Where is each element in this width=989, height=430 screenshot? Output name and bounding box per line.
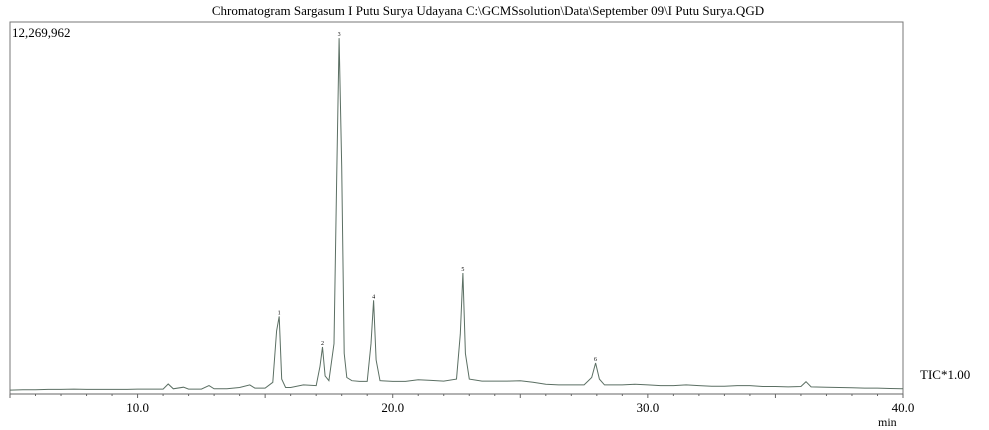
chart-title: Chromatogram Sargasum I Putu Surya Udaya… — [212, 3, 764, 18]
x-axis: 10.0 20.0 30.0 40.0 — [9, 393, 915, 415]
plot-frame — [9, 21, 904, 395]
peak-number-label: 2 — [321, 341, 324, 347]
tic-series-line — [9, 38, 904, 391]
trace-label: TIC*1.00 — [920, 367, 970, 382]
x-tick-label: 30.0 — [636, 400, 659, 415]
peak-labels: 1 2 3 4 5 6 — [278, 32, 597, 363]
x-axis-unit: min — [878, 415, 897, 429]
x-tick-label: 20.0 — [381, 400, 404, 415]
tic-trace — [9, 38, 904, 391]
peak-number-label: 6 — [594, 357, 597, 363]
peak-number-label: 5 — [461, 267, 464, 273]
peak-number-label: 4 — [372, 294, 375, 300]
x-tick-label: 10.0 — [126, 400, 149, 415]
peak-number-label: 1 — [278, 310, 281, 316]
y-max-label: 12,269,962 — [12, 25, 71, 40]
peak-number-label: 3 — [338, 32, 341, 38]
x-tick-label: 40.0 — [892, 400, 915, 415]
